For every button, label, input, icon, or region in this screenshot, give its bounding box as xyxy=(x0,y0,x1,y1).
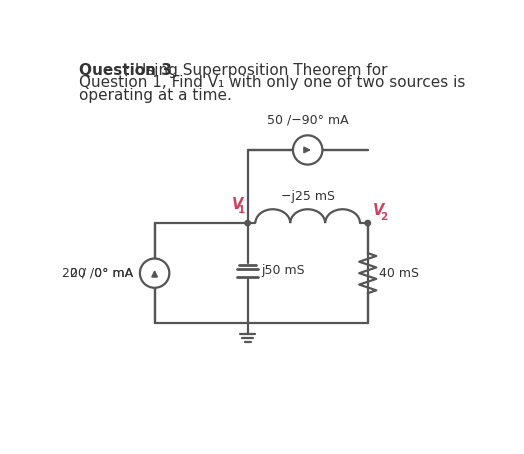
Circle shape xyxy=(140,258,169,288)
Text: Question 3: Question 3 xyxy=(80,63,172,78)
Text: V: V xyxy=(232,197,243,212)
Text: 40 mS: 40 mS xyxy=(379,266,419,280)
Text: −j25 mS: −j25 mS xyxy=(281,190,335,203)
Text: 50 /−90° mA: 50 /−90° mA xyxy=(267,113,348,126)
Text: j50 mS: j50 mS xyxy=(261,264,305,276)
Circle shape xyxy=(365,220,370,226)
Text: 2: 2 xyxy=(380,212,387,222)
Text: operating at a time.: operating at a time. xyxy=(80,88,232,103)
Text: 20 /0° mA: 20 /0° mA xyxy=(70,266,133,280)
Text: 20 / 0° mA: 20 / 0° mA xyxy=(62,266,133,280)
Text: : Using Superposition Theorem for: : Using Superposition Theorem for xyxy=(125,63,388,78)
Circle shape xyxy=(245,220,250,226)
Text: Question 1, Find V₁ with only one of two sources is: Question 1, Find V₁ with only one of two… xyxy=(80,75,466,90)
Circle shape xyxy=(293,135,322,165)
Text: V: V xyxy=(373,203,384,218)
Text: 1: 1 xyxy=(238,205,245,215)
